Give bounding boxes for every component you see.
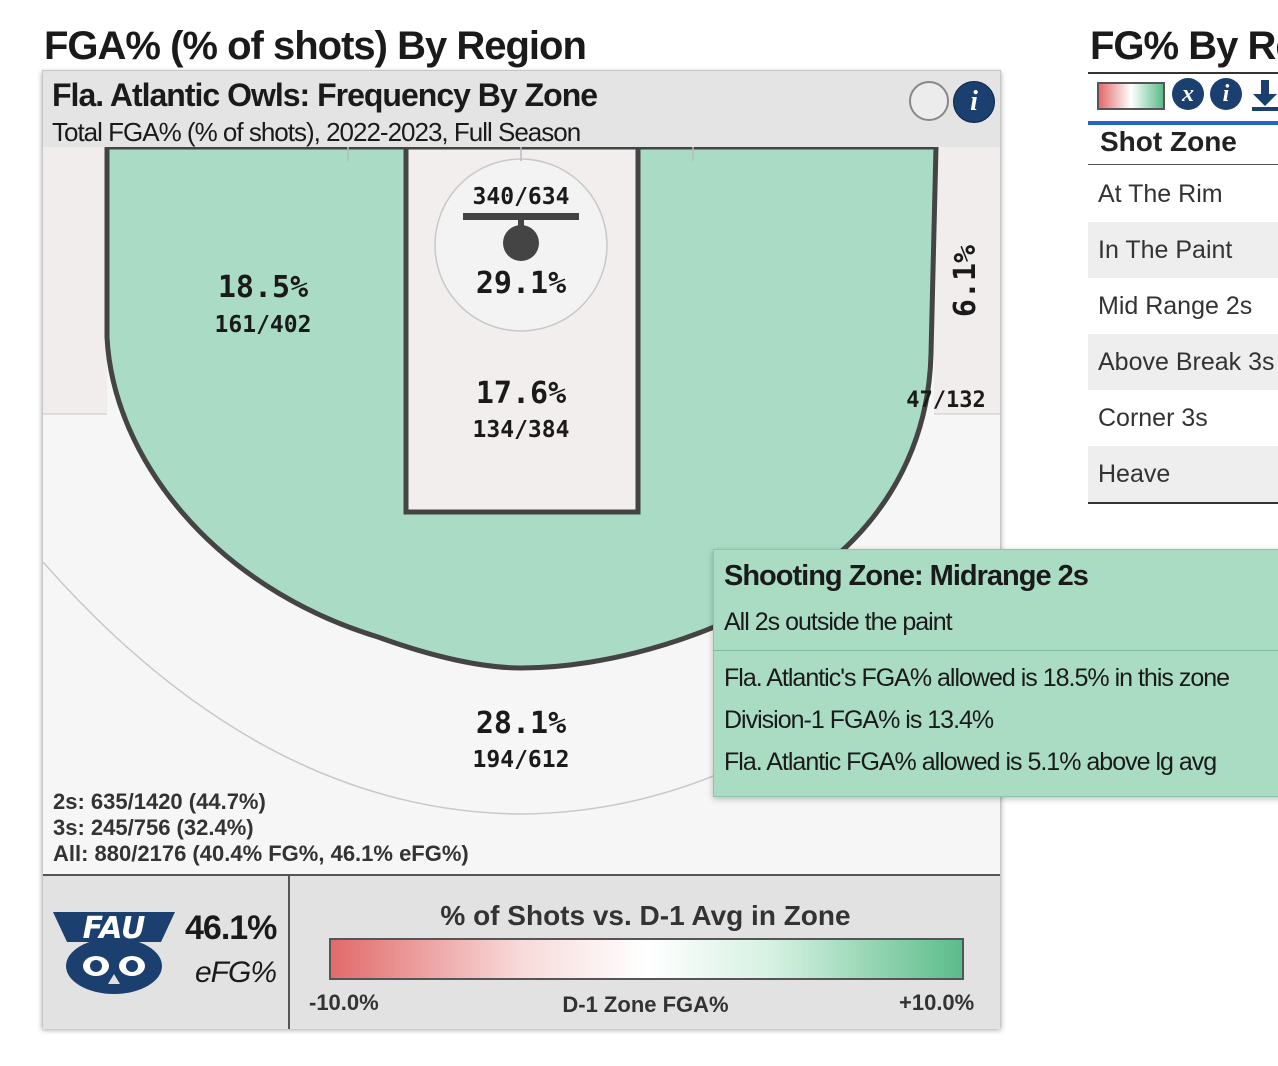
card-subtitle: Total FGA% (% of shots), 2022-2023, Full… bbox=[52, 117, 581, 147]
toggle-circle-button[interactable] bbox=[909, 81, 949, 121]
table-bottom-rule bbox=[1088, 502, 1278, 504]
legend-max-label: +10.0% bbox=[899, 990, 975, 1015]
info-icon[interactable]: i bbox=[953, 81, 995, 123]
table-top-rule bbox=[1088, 72, 1278, 74]
midrange-ratio: 161/402 bbox=[215, 312, 312, 338]
right-section-title: FG% By Re bbox=[1090, 24, 1278, 68]
hoop-icon bbox=[503, 225, 539, 261]
tooltip-line: Division-1 FGA% is 13.4% bbox=[724, 706, 994, 734]
tooltip-subtitle: All 2s outside the paint bbox=[724, 608, 953, 636]
rim-ratio: 340/634 bbox=[473, 184, 570, 210]
corner-left-region[interactable] bbox=[43, 147, 107, 414]
shooting-summary: 2s: 635/1420 (44.7%) 3s: 245/756 (32.4%)… bbox=[53, 789, 469, 867]
tooltip-line: Fla. Atlantic FGA% allowed is 5.1% above… bbox=[724, 748, 1217, 776]
table-toolbar: x i bbox=[1088, 72, 1278, 118]
legend-gradient-bar bbox=[329, 938, 964, 980]
card-title: Fla. Atlantic Owls: Frequency By Zone bbox=[52, 77, 598, 113]
above-break-pct: 28.1% bbox=[476, 706, 566, 741]
fau-owls-logo: FAU bbox=[49, 906, 179, 1001]
corner-pct: 6.1% bbox=[948, 245, 983, 317]
tooltip-line: Fla. Atlantic's FGA% allowed is 18.5% in… bbox=[724, 664, 1230, 692]
table-row[interactable]: Above Break 3s bbox=[1088, 334, 1278, 390]
paint-pct: 17.6% bbox=[476, 376, 566, 411]
backboard-icon bbox=[463, 213, 579, 220]
footer-divider bbox=[288, 876, 290, 1029]
tooltip-divider bbox=[714, 650, 1278, 651]
efg-value: 46.1% bbox=[185, 909, 277, 947]
above-break-ratio: 194/612 bbox=[473, 747, 570, 773]
download-icon[interactable] bbox=[1250, 78, 1278, 117]
midrange-zone[interactable] bbox=[104, 147, 939, 671]
card-footer: FAU 46.1% eFG% % of Shots vs. D-1 Avg in… bbox=[43, 874, 1000, 1029]
table-row[interactable]: At The Rim bbox=[1098, 180, 1223, 208]
table-row[interactable]: Corner 3s bbox=[1098, 404, 1208, 432]
page-title: FGA% (% of shots) By Region bbox=[44, 24, 587, 68]
paint-ratio: 134/384 bbox=[473, 417, 570, 443]
table-row[interactable]: In The Paint bbox=[1088, 222, 1278, 278]
tooltip-title: Shooting Zone: Midrange 2s bbox=[724, 560, 1089, 592]
summary-2s: 2s: 635/1420 (44.7%) bbox=[53, 789, 266, 814]
summary-all: All: 880/2176 (40.4% FG%, 46.1% eFG%) bbox=[53, 841, 469, 866]
table-accent-rule bbox=[1088, 121, 1278, 125]
close-x-icon[interactable]: x bbox=[1172, 78, 1204, 110]
table-row[interactable]: Mid Range 2s bbox=[1098, 292, 1253, 320]
color-scale-swatch[interactable] bbox=[1097, 82, 1165, 110]
legend-title: % of Shots vs. D-1 Avg in Zone bbox=[440, 900, 851, 931]
zone-tooltip: Shooting Zone: Midrange 2s All 2s outsid… bbox=[713, 549, 1278, 797]
efg-label: eFG% bbox=[195, 956, 277, 989]
info-icon[interactable]: i bbox=[1210, 78, 1242, 110]
legend-mid-label: D-1 Zone FGA% bbox=[562, 992, 729, 1017]
shot-zone-header[interactable]: Shot Zone bbox=[1100, 126, 1237, 157]
table-row[interactable]: Heave bbox=[1088, 446, 1278, 502]
shot-chart-card: Fla. Atlantic Owls: Frequency By Zone To… bbox=[42, 70, 1001, 1029]
table-header-rule bbox=[1088, 164, 1278, 165]
summary-3s: 3s: 245/756 (32.4%) bbox=[53, 815, 254, 840]
midrange-pct: 18.5% bbox=[218, 270, 308, 305]
rim-pct: 29.1% bbox=[476, 266, 566, 301]
card-header: Fla. Atlantic Owls: Frequency By Zone To… bbox=[43, 71, 1000, 147]
corner-ratio: 47/132 bbox=[906, 388, 985, 413]
legend-min-label: -10.0% bbox=[309, 990, 379, 1015]
svg-text:FAU: FAU bbox=[83, 911, 146, 946]
corner-right-region[interactable] bbox=[934, 147, 1000, 414]
